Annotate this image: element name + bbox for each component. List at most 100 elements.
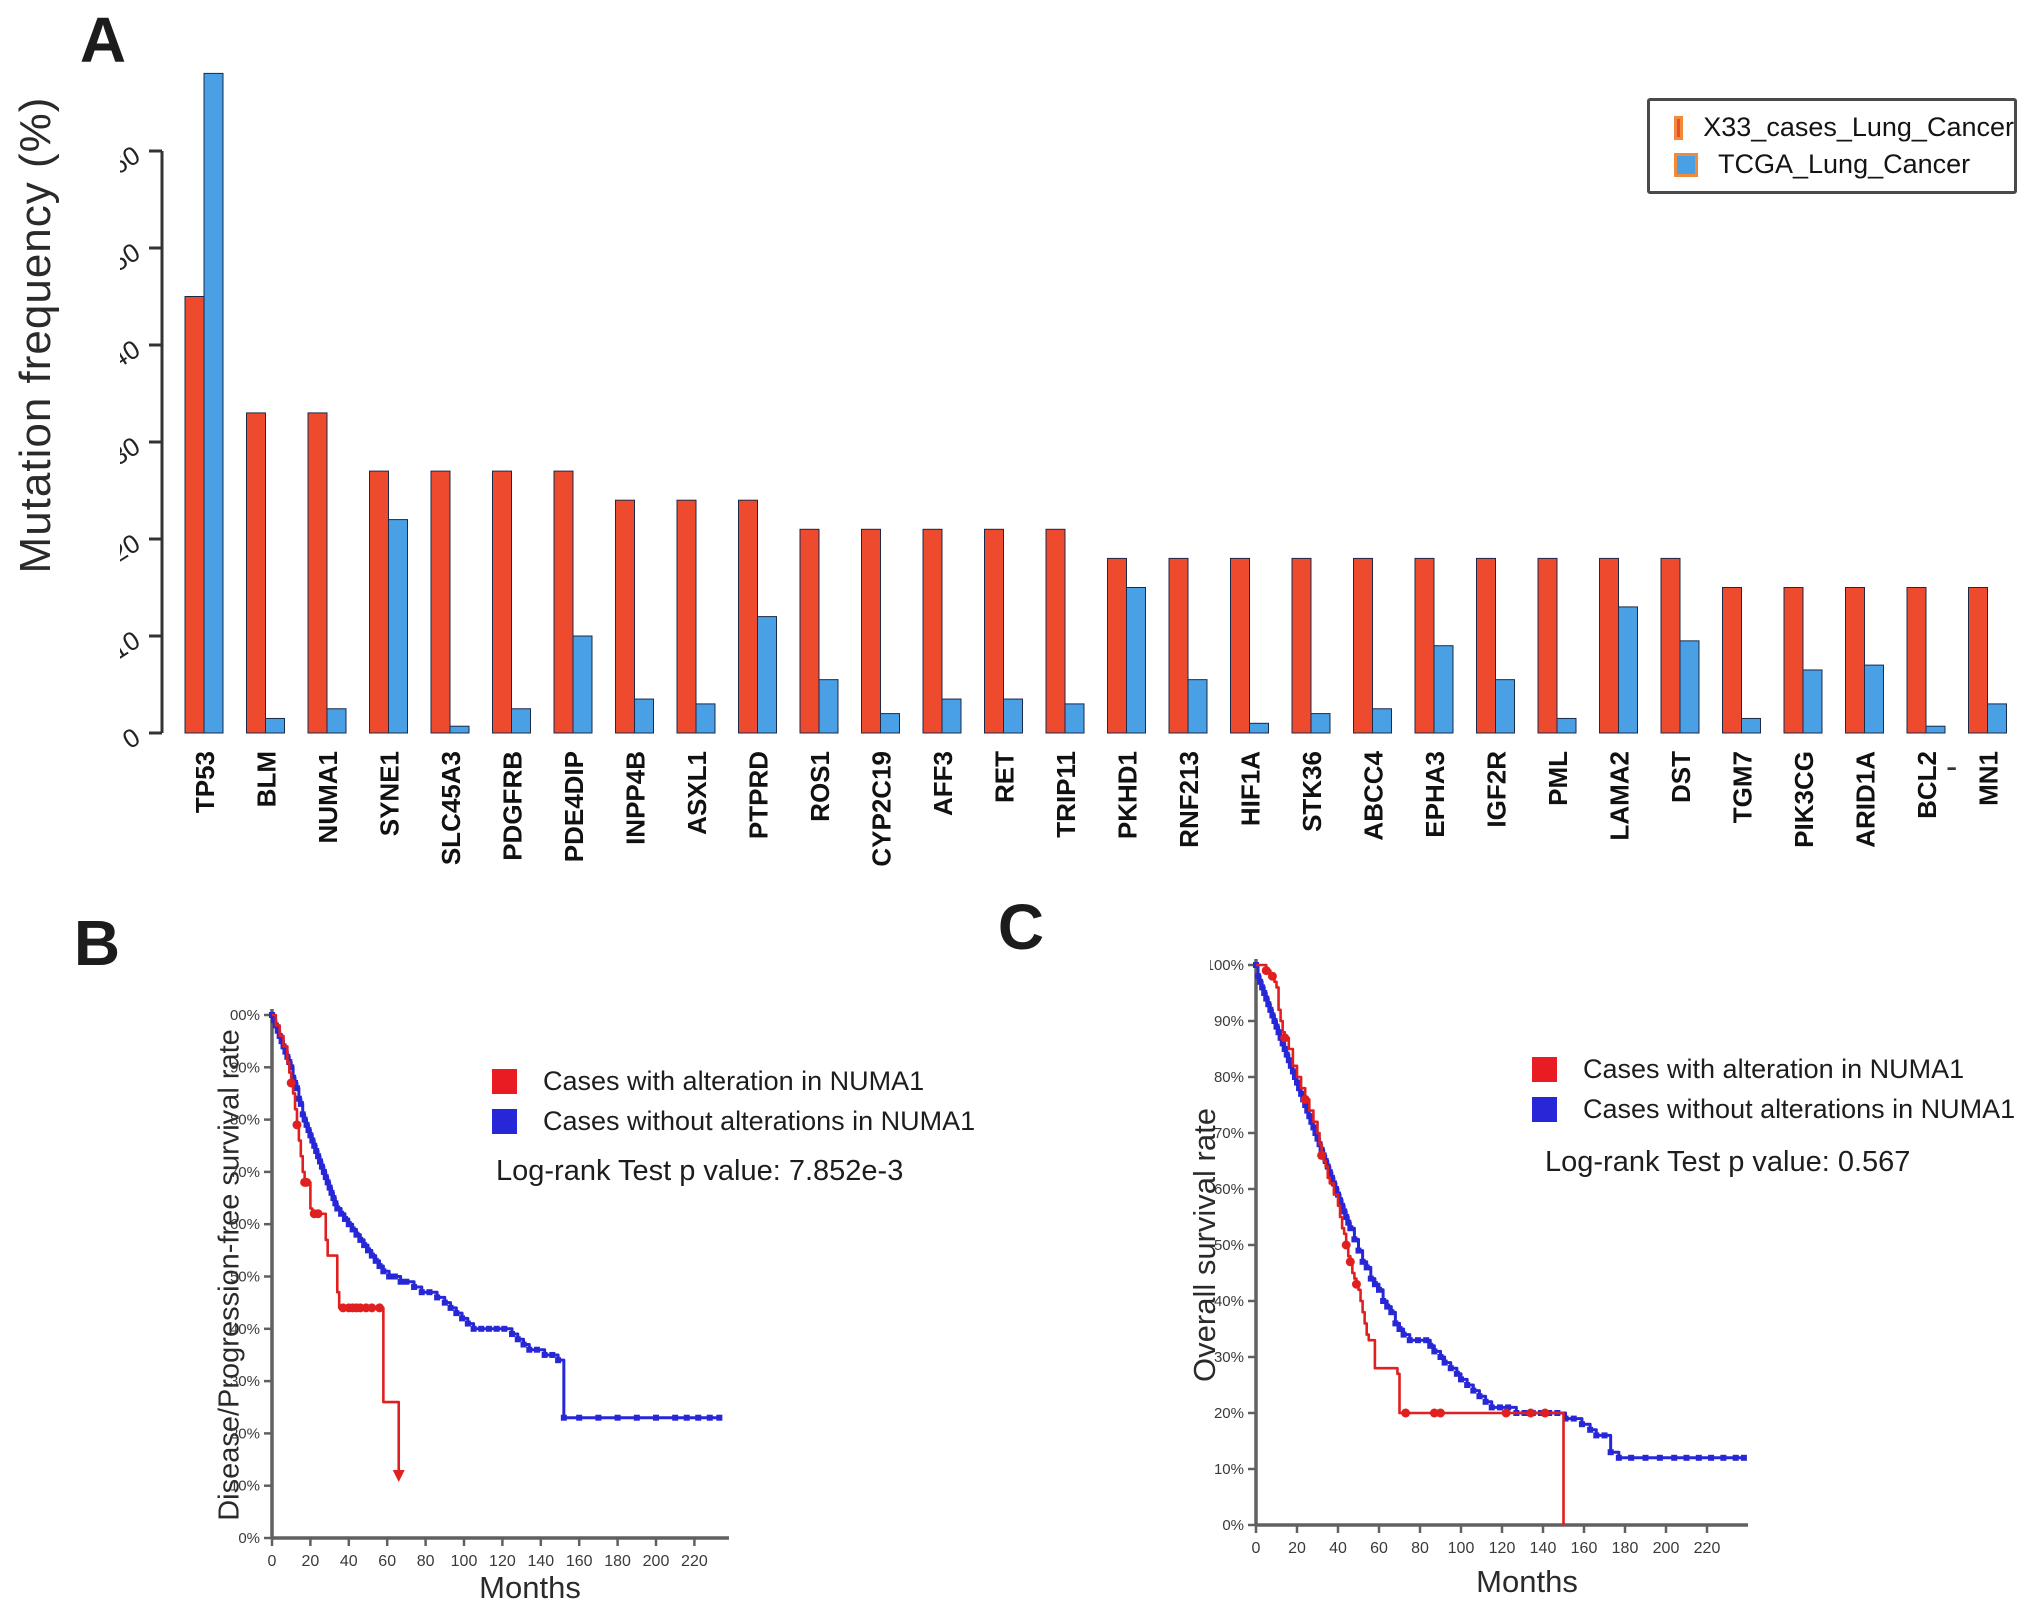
x-tick-label-120: 120 <box>489 1553 516 1570</box>
bar-DST-tcga <box>1679 640 1700 734</box>
bar-EPHA3-tcga <box>1433 645 1454 734</box>
x-tick-label-160: 160 <box>566 1553 593 1570</box>
y-tick-label-70: 70% <box>1214 1125 1244 1142</box>
km-censor-marks-red <box>1261 966 1550 1418</box>
legend-item-x33: X33_cases_Lung_Cancer <box>1674 112 2014 143</box>
bar-PML-x33 <box>1537 557 1558 734</box>
bar-PKHD1-x33 <box>1107 557 1127 734</box>
x-tick-label-220: 220 <box>681 1553 708 1570</box>
gene-label-TRIP11: TRIP11 <box>1051 751 1081 838</box>
bar-PDGFRB-x33 <box>492 470 512 734</box>
bar-LAMA2-tcga <box>1618 606 1638 734</box>
gene-label-PDGFRB: PDGFRB <box>498 751 528 861</box>
x-tick-label-140: 140 <box>527 1553 554 1570</box>
x-tick-label-0: 0 <box>1252 1540 1261 1557</box>
y-tick-label-90: 90% <box>1214 1013 1244 1030</box>
gene-label-RNF213: RNF213 <box>1174 751 1204 848</box>
y-tick-label-80: 80% <box>230 1112 260 1129</box>
legend-item-altered: Cases with alteration in NUMA1 <box>492 1066 975 1097</box>
bar-MN1-tcga <box>1987 703 2007 734</box>
bar-EPHA3-x33 <box>1414 557 1435 734</box>
legend-label-unaltered: Cases without alterations in NUMA1 <box>543 1106 976 1136</box>
gene-label-MN1: MN1 <box>1974 751 2004 806</box>
gene-label-BLM: BLM <box>252 751 282 807</box>
bar-DST-x33 <box>1660 557 1681 734</box>
bar-ASXL1-tcga <box>695 703 716 734</box>
km-curve-blue <box>1256 963 1744 1460</box>
bar-NUMA1-x33 <box>307 412 328 734</box>
gene-label-NUMA1: NUMA1 <box>313 751 343 843</box>
bar-PML-tcga <box>1556 717 1577 734</box>
x-tick-label-100: 100 <box>1448 1540 1475 1557</box>
bar-PIK3CG-x33 <box>1783 587 1804 734</box>
legend-swatch-blue <box>1532 1097 1557 1122</box>
bar-ARID1A-x33 <box>1845 587 1865 734</box>
panel-c-letter: C <box>997 891 1045 963</box>
x-axis-label: Months <box>479 1570 581 1605</box>
x-tick-label-60: 60 <box>1370 1540 1388 1557</box>
legend-swatch-red <box>492 1069 517 1094</box>
bar-RET-tcga <box>1003 698 1023 734</box>
bar-BLM-tcga <box>265 717 285 734</box>
legend-label-altered: Cases with alteration in NUMA1 <box>1583 1054 1965 1084</box>
bar-PIK3CG-tcga <box>1802 669 1823 734</box>
bar-PTPRD-x33 <box>738 499 758 734</box>
bar-BCL2-tcga <box>1925 725 1946 734</box>
bar-SYNE1-tcga <box>388 519 408 734</box>
x-tick-label-80: 80 <box>417 1553 435 1570</box>
km-censor-marks-red <box>286 1078 385 1313</box>
legend-label-x33: X33_cases_Lung_Cancer <box>1703 112 2014 142</box>
gene-label-SYNE1: SYNE1 <box>375 751 405 836</box>
bar-ASXL1-x33 <box>676 499 697 734</box>
bar-SYNE1-x33 <box>369 470 389 734</box>
gene-labels: TP53 BLM NUMA1 SYNE1 SLC45A3 PDGFRB PDE4DIP INP… <box>190 750 2004 866</box>
panel-b-legend: Cases with alteration in NUMA1 Cases wit… <box>492 1066 975 1137</box>
y-tick-label-60: 60% <box>1214 1181 1244 1198</box>
x-tick-label-20: 20 <box>302 1553 320 1570</box>
legend-swatch-x33 <box>1674 115 1684 140</box>
y-tick-label-50: 50 <box>120 237 145 278</box>
gene-label-ROS1: ROS1 <box>805 751 835 822</box>
bar-CYP2C19-x33 <box>861 528 881 734</box>
bar-INPP4B-tcga <box>634 698 654 734</box>
panel-a-legend: X33_cases_Lung_Cancer TCGA_Lung_Cancer <box>1647 98 2017 194</box>
y-tick-label-30: 30 <box>120 431 145 472</box>
bar-IGF2R-tcga <box>1495 679 1515 734</box>
gene-label-LAMA2: LAMA2 <box>1605 751 1635 841</box>
panel-b-chart: 0% 10% 20% 30% 40% 50% 60% 70% 80% 90% 100% 0 20 40 60… <box>230 1007 729 1605</box>
x-tick-label-180: 180 <box>1612 1540 1639 1557</box>
bars-tcga <box>203 72 2007 734</box>
x-tick-label-200: 200 <box>643 1553 670 1570</box>
y-tick-label-40: 40 <box>120 334 145 375</box>
legend-item-altered: Cases with alteration in NUMA1 <box>1532 1054 2015 1085</box>
y-tick-label-50: 50% <box>1214 1237 1244 1254</box>
panel-c-pvalue: Log-rank Test p value: 0.567 <box>1545 1146 1911 1178</box>
gene-label-CYP2C19: CYP2C19 <box>867 751 897 867</box>
gene-label-ASXL1: ASXL1 <box>682 751 712 835</box>
gene-label-PML: PML <box>1543 751 1573 806</box>
bar-TRIP11-x33 <box>1045 528 1066 734</box>
gene-label-PTPRD: PTPRD <box>744 751 774 839</box>
km-curve-red <box>1256 963 1565 1525</box>
bar-TRIP11-tcga <box>1064 703 1085 734</box>
y-tick-label-20: 20 <box>120 528 145 569</box>
gene-label-TP53: TP53 <box>190 751 220 813</box>
bar-LAMA2-x33 <box>1599 557 1619 734</box>
y-tick-label-70: 70% <box>230 1164 260 1181</box>
bar-ABCC4-x33 <box>1353 557 1373 734</box>
y-tick-label-20: 20% <box>230 1425 260 1442</box>
bar-STK36-tcga <box>1310 713 1331 734</box>
y-tick-label-30: 30% <box>230 1373 260 1390</box>
panel-a-y-ticks: 0 10 20 30 40 50 60 <box>120 140 162 755</box>
legend-item-tcga: TCGA_Lung_Cancer <box>1674 149 2014 180</box>
x-tick-label-120: 120 <box>1489 1540 1516 1557</box>
panel-b-pvalue: Log-rank Test p value: 7.852e-3 <box>496 1155 904 1187</box>
y-tick-label-60: 60 <box>120 140 145 181</box>
bar-NUMA1-tcga <box>326 708 347 734</box>
gene-label-INPP4B: INPP4B <box>621 751 651 845</box>
y-tick-label-40: 40% <box>1214 1293 1244 1310</box>
y-tick-label-100: 100% <box>1210 957 1244 974</box>
bar-BLM-x33 <box>246 412 266 734</box>
gene-label-PDE4DIP: PDE4DIP <box>559 751 589 862</box>
legend-swatch-red <box>1532 1057 1557 1082</box>
